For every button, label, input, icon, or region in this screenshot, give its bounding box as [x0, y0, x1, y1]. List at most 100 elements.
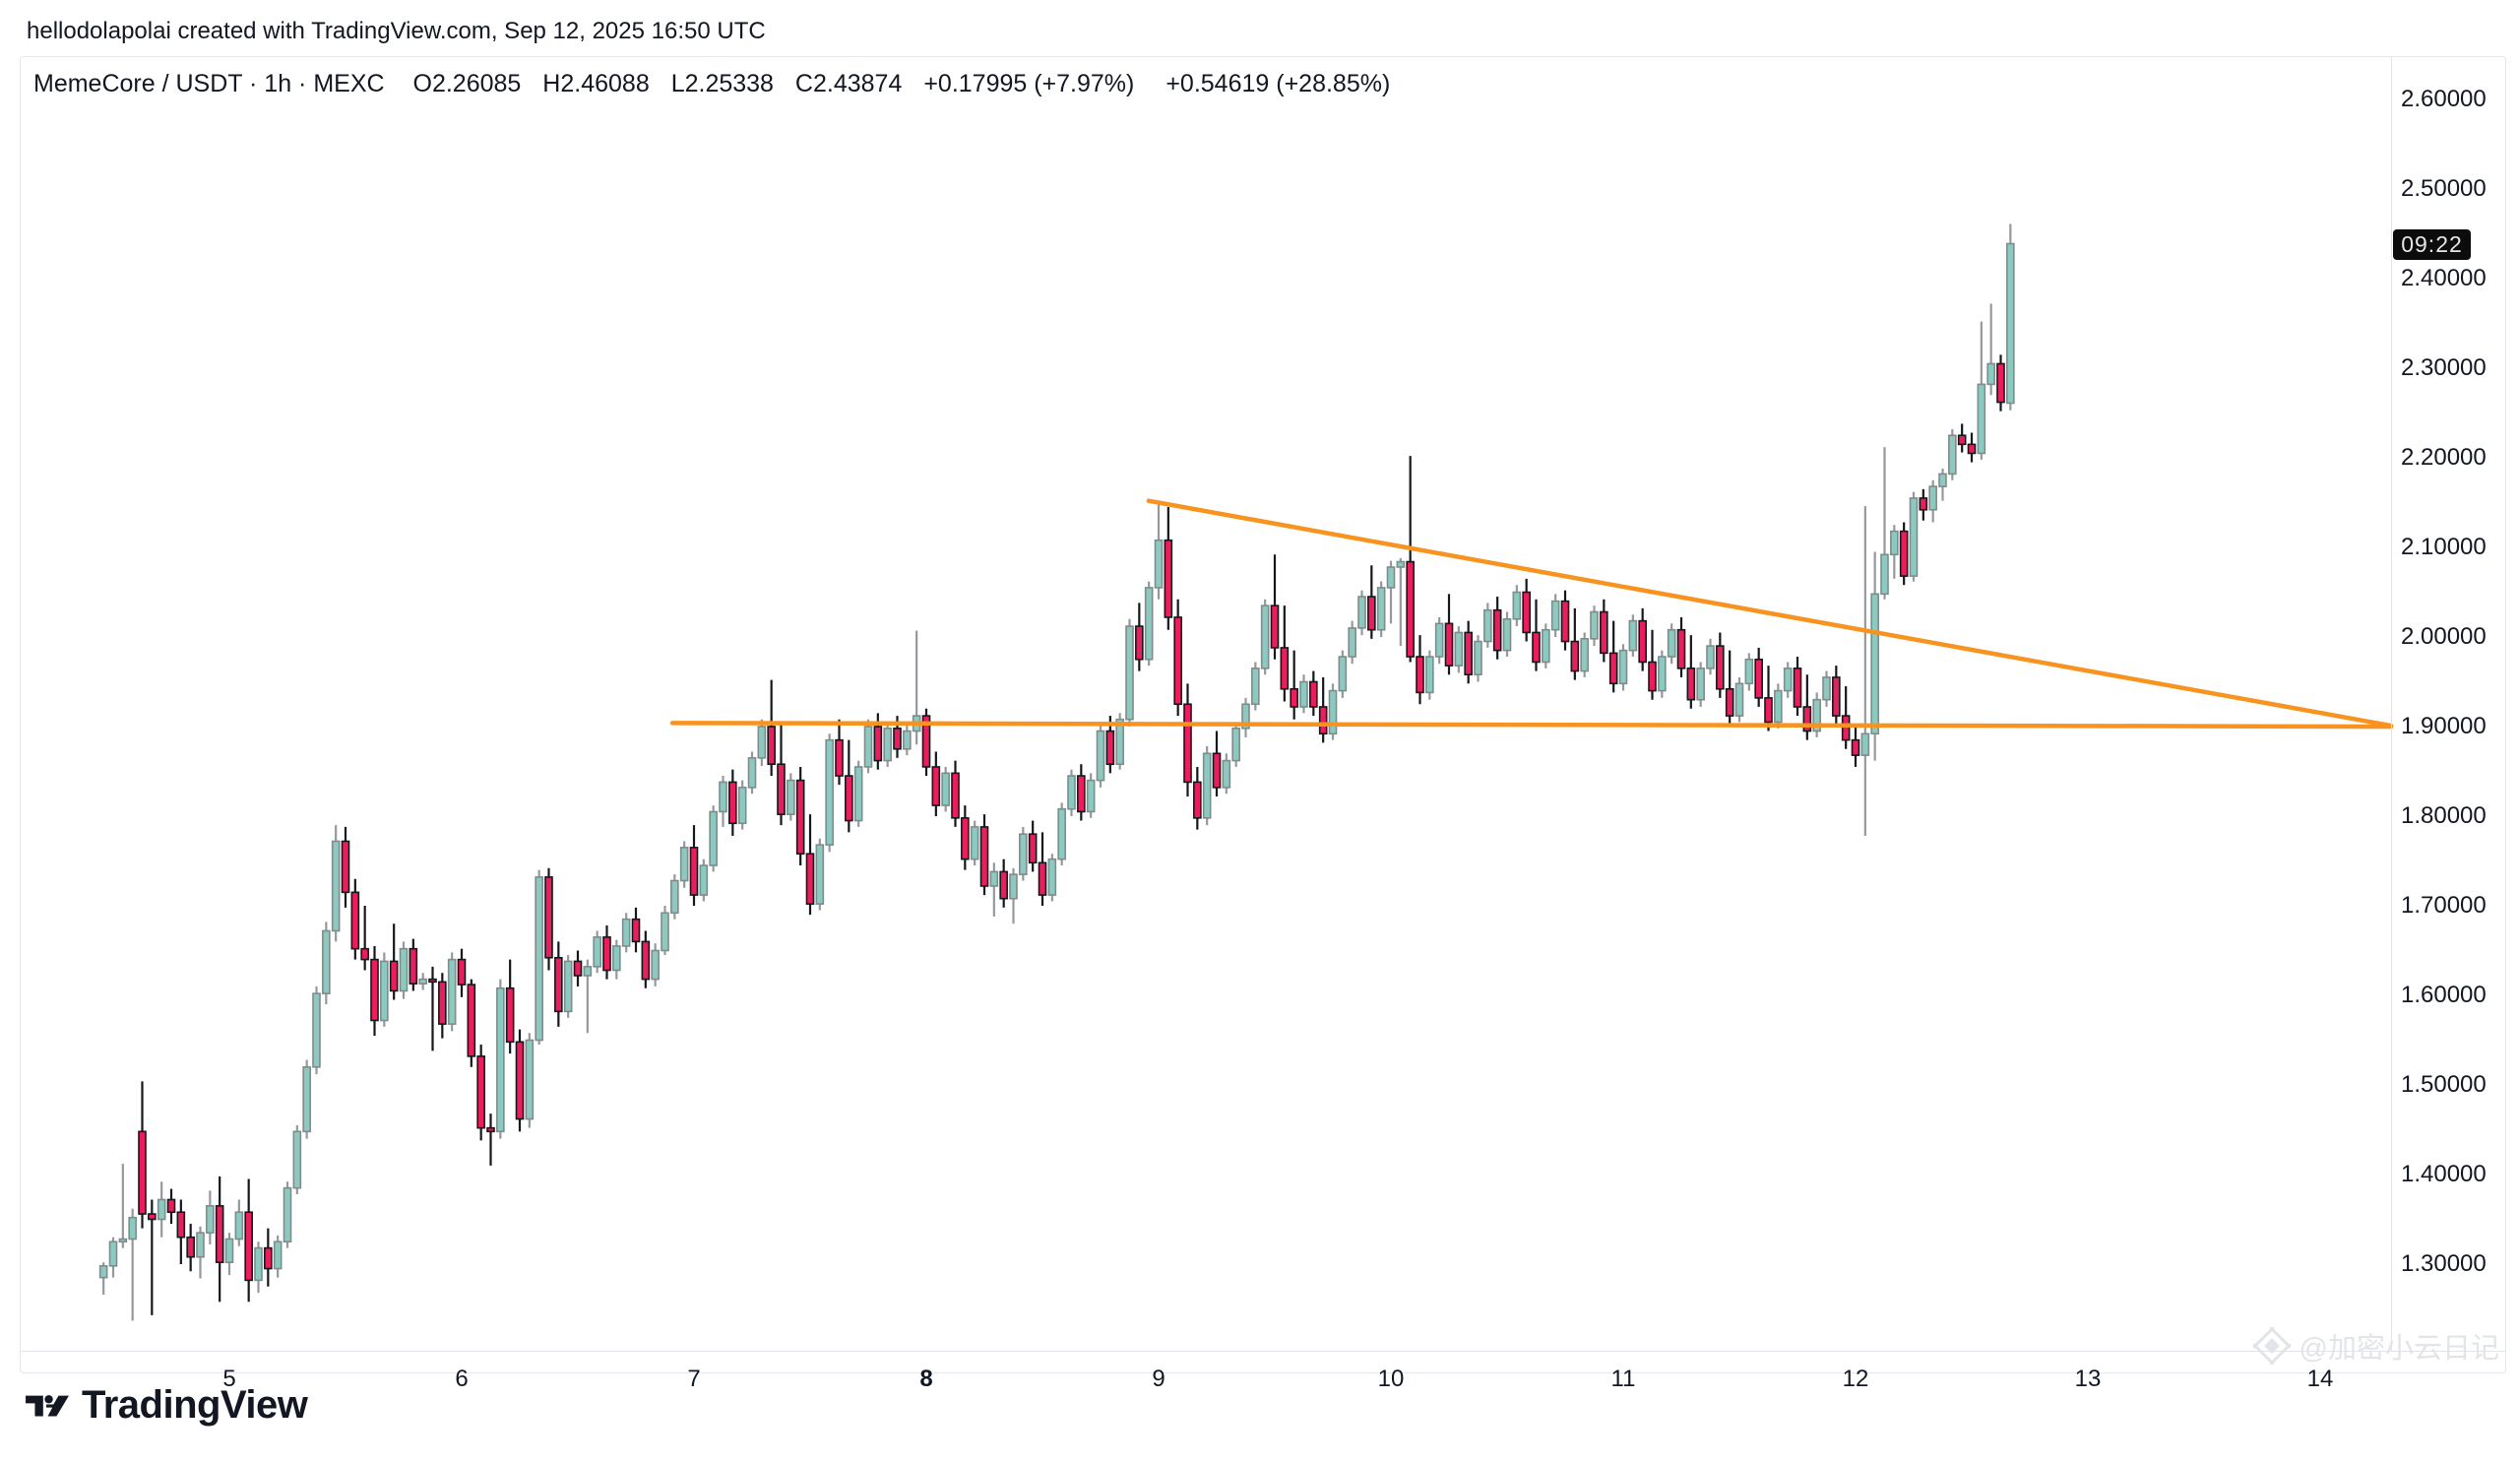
tradingview-logo-text: TradingView [82, 1382, 308, 1427]
candle-body [679, 847, 689, 882]
candle-body [951, 772, 960, 819]
candle-body [1928, 485, 1937, 511]
candle-body [292, 1130, 302, 1189]
candle-body [621, 918, 631, 947]
candle-body [1618, 649, 1628, 685]
candle-body [1580, 638, 1589, 672]
candle-body [1870, 593, 1879, 735]
symbol-title[interactable]: MemeCore / USDT · 1h · MEXC [33, 70, 385, 97]
price-axis[interactable]: 09:22 2.60000 2.50000 2.40000 2.30000 2.2000… [2391, 57, 2505, 1351]
candle-body [1328, 689, 1338, 735]
candle-body [273, 1240, 283, 1270]
candle-body [1734, 682, 1744, 717]
candle-body [1086, 779, 1096, 813]
time-axis[interactable]: 5 6 7 8 9 10 11 12 13 14 [21, 1351, 2505, 1411]
candle-body [1841, 715, 1851, 741]
price-axis-label: 1.50000 [2401, 1071, 2487, 1098]
candle-body [418, 978, 427, 985]
candle-body [138, 1130, 147, 1215]
candle-body [1542, 628, 1550, 664]
candle-body [825, 738, 834, 846]
candle-body [1880, 553, 1889, 596]
candle-body [196, 1232, 205, 1258]
candle-body [970, 826, 979, 860]
candle-body [1957, 434, 1967, 446]
price-axis-label: 1.80000 [2401, 802, 2487, 829]
candle-body [234, 1211, 244, 1240]
candle-body [1967, 443, 1977, 455]
candle-body [341, 840, 350, 894]
candle-body [166, 1198, 176, 1214]
candle-body [496, 986, 505, 1133]
price-axis-label: 2.50000 [2401, 175, 2487, 202]
price-axis-label: 2.00000 [2401, 623, 2487, 650]
chart-widget: MemeCore / USDT · 1h · MEXC O2.26085 H2.… [20, 56, 2506, 1392]
candle-body [563, 960, 573, 1013]
candle-body [931, 766, 941, 806]
candle-body [148, 1213, 157, 1221]
candle-body [399, 947, 409, 992]
attribution-text: hellodolapolai created with TradingView.… [27, 18, 766, 44]
candle-body [98, 1265, 108, 1279]
candle-body [1280, 647, 1290, 690]
candle-body [699, 864, 709, 896]
candle-body [264, 1246, 273, 1270]
candlestick-plot[interactable] [21, 57, 2505, 1372]
candle-body [641, 940, 651, 981]
candle-body [176, 1211, 186, 1239]
price-axis-label: 2.30000 [2401, 354, 2487, 381]
candle-body [1570, 640, 1580, 672]
legend-change: +0.17995 (+7.97%) [923, 70, 1135, 97]
candle-body [747, 757, 757, 789]
candle-body [2006, 242, 2015, 405]
candle-body [1938, 473, 1947, 487]
candle-body [1009, 873, 1018, 900]
candle-body [535, 876, 543, 1042]
watermark-text: @加密小云日记 [2299, 1333, 2499, 1365]
bar-close-countdown: 09:22 [2393, 228, 2471, 260]
candle-body [1125, 625, 1134, 721]
candle-body [525, 1039, 535, 1120]
price-axis-label: 1.30000 [2401, 1250, 2487, 1277]
legend-open: O2.26085 [412, 70, 522, 97]
time-axis-label-12: 12 [1842, 1366, 1869, 1392]
legend-low: L2.25338 [670, 70, 774, 97]
trendline-horizontal-support[interactable] [669, 721, 2394, 730]
candle-body [1057, 807, 1066, 860]
watermark-diamond-icon [2252, 1326, 2291, 1366]
candle-body [1135, 625, 1144, 661]
candle-body [1193, 781, 1202, 819]
candle-body [1725, 687, 1734, 717]
candle-body [1183, 703, 1192, 784]
price-axis-label: 2.10000 [2401, 534, 2487, 560]
candle-body [1919, 497, 1928, 511]
candle-body [206, 1205, 215, 1234]
candle-body [737, 787, 747, 825]
candle-body [254, 1246, 263, 1282]
trendline-descending-resistance[interactable] [1146, 498, 2394, 729]
candle-body [457, 958, 467, 986]
candle-body [1357, 596, 1366, 629]
candle-body [1667, 628, 1676, 658]
candle-body [1464, 631, 1473, 676]
legend-close: C2.43874 [794, 70, 903, 97]
candle-body [709, 810, 718, 866]
price-axis-label: 1.40000 [2401, 1161, 2487, 1187]
candle-body [438, 981, 447, 1025]
chart-legend: MemeCore / USDT · 1h · MEXC O2.26085 H2.… [33, 70, 1390, 98]
candle-body [447, 958, 457, 1025]
candle-body [893, 728, 902, 750]
price-axis-label: 2.20000 [2401, 444, 2487, 471]
candle-body [1173, 616, 1182, 706]
candle-body [845, 775, 853, 822]
candle-body [1744, 658, 1754, 685]
candle-body [835, 738, 844, 777]
tradingview-logo[interactable]: TradingView [25, 1382, 308, 1428]
candle-body [670, 879, 679, 915]
price-axis-label: 2.60000 [2401, 86, 2487, 112]
price-axis-label: 1.70000 [2401, 892, 2487, 919]
candle-body [1318, 706, 1328, 735]
time-axis-label-7: 7 [687, 1366, 701, 1392]
candle-body [1822, 676, 1831, 701]
candle-body [873, 726, 883, 762]
